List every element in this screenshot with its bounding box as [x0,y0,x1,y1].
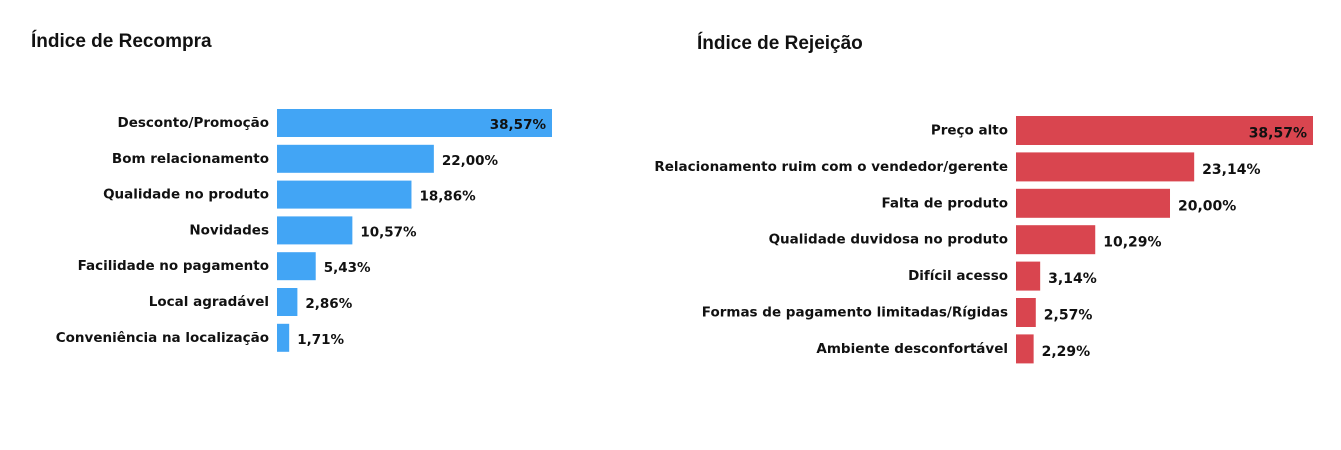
category-label-falta-de-produto: Falta de produto [881,195,1008,211]
chart-title-rejeicao: Índice de Rejeição [697,33,863,54]
bar-conveniencia-na-localizacao [277,323,290,352]
bar-dificil-acesso [1016,261,1041,291]
value-label-formas-de-pagamento-limitadas-rigidas: 2,57% [1044,308,1093,324]
value-label-ambiente-desconfortavel: 2,29% [1042,344,1091,360]
chart-rejeicao: Preço alto 38,57% Relacionamento ruim com … [654,116,1313,364]
category-label-qualidade-no-produto: Qualidade no produto [103,187,269,203]
value-label-local-agradavel: 2,86% [305,296,352,312]
category-label-relacionamento-ruim-com-o-vendedor-gerente: Relacionamento ruim com o vendedor/geren… [654,159,1008,175]
bar-relacionamento-ruim-com-o-vendedor-gerente [1016,152,1195,182]
value-label-desconto-promocao: 38,57% [490,117,547,133]
value-label-novidades: 10,57% [360,224,417,240]
bar-novidades [277,216,353,245]
chart-recompra: Desconto/Promoção 38,57% Bom relacionament… [56,109,552,352]
chart-title-recompra: Índice de Recompra [31,31,212,52]
value-label-conveniencia-na-localizacao: 1,71% [297,332,344,348]
bar-falta-de-produto [1016,188,1171,218]
bar-facilidade-no-pagamento [277,252,316,281]
bar-qualidade-no-produto [277,180,412,209]
value-label-facilidade-no-pagamento: 5,43% [324,260,371,276]
bar-preco-alto [1016,116,1313,145]
value-label-relacionamento-ruim-com-o-vendedor-gerente: 23,14% [1202,162,1260,178]
bar-formas-de-pagamento-limitadas-rigidas [1016,298,1036,327]
category-label-bom-relacionamento: Bom relacionamento [112,151,269,167]
bar-local-agradavel [277,288,298,316]
value-label-bom-relacionamento: 22,00% [442,153,499,169]
value-label-preco-alto: 38,57% [1249,126,1307,142]
category-label-desconto-promocao: Desconto/Promoção [118,115,270,131]
category-label-ambiente-desconfortavel: Ambiente desconfortável [816,341,1008,357]
bar-desconto-promocao [277,109,552,137]
category-label-facilidade-no-pagamento: Facilidade no pagamento [78,258,269,274]
bar-ambiente-desconfortavel [1016,334,1034,364]
category-label-local-agradavel: Local agradável [149,294,269,310]
category-label-qualidade-duvidosa-no-produto: Qualidade duvidosa no produto [769,232,1008,248]
category-label-novidades: Novidades [189,222,269,238]
bar-qualidade-duvidosa-no-produto [1016,225,1096,255]
bar-bom-relacionamento [277,144,434,173]
value-label-qualidade-no-produto: 18,86% [419,189,476,205]
category-label-preco-alto: Preço alto [931,123,1008,139]
category-label-conveniencia-na-localizacao: Conveniência na localização [56,330,269,346]
category-label-formas-de-pagamento-limitadas-rigidas: Formas de pagamento limitadas/Rígidas [702,305,1008,321]
category-label-dificil-acesso: Difícil acesso [908,268,1008,284]
value-label-qualidade-duvidosa-no-produto: 10,29% [1103,235,1161,251]
value-label-falta-de-produto: 20,00% [1178,198,1236,214]
value-label-dificil-acesso: 3,14% [1048,271,1097,287]
